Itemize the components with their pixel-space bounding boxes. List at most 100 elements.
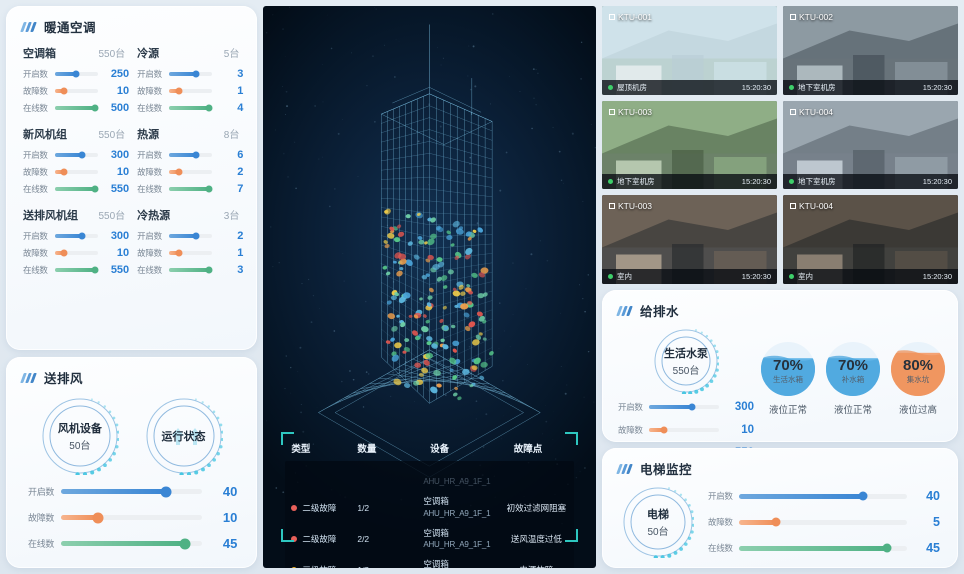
metric-slider-knob[interactable]: [91, 104, 98, 111]
metric-slider-knob[interactable]: [882, 544, 891, 553]
camera-id-label: KTU-002: [799, 12, 833, 22]
metric-slider-track[interactable]: [169, 251, 212, 255]
water-tank[interactable]: 70% 生活水箱 液位正常: [760, 342, 816, 416]
metric-slider-track[interactable]: [55, 72, 98, 76]
hvac-group-head: 空调箱 550台: [23, 45, 129, 61]
metric-slider-knob[interactable]: [92, 512, 103, 523]
camera-icon: [609, 14, 615, 20]
camera-statusbar: 地下室机房 15:20:30: [602, 174, 777, 189]
metric-slider-knob[interactable]: [78, 232, 85, 239]
hvac-group: 冷源 5台 开启数 3 故障数 1 在线数 4: [137, 45, 243, 116]
metric-slider-knob[interactable]: [180, 538, 191, 549]
camera-tile[interactable]: KTU-004 室内 15:20:30: [783, 195, 958, 284]
metric-slider-knob[interactable]: [689, 403, 696, 410]
metric-row: 开启数 300: [618, 398, 754, 415]
metric-slider-knob[interactable]: [859, 492, 868, 501]
metric-slider-track[interactable]: [55, 153, 98, 157]
metric-slider-track[interactable]: [739, 520, 907, 525]
metric-slider-track[interactable]: [169, 106, 212, 110]
metric-slider-knob[interactable]: [192, 70, 199, 77]
metric-slider-track[interactable]: [55, 187, 98, 191]
metric-slider-knob[interactable]: [175, 87, 182, 94]
alarm-type-label: 二级故障: [302, 533, 336, 545]
metric-row: 开启数 300: [23, 146, 129, 163]
tank-percent: 70%: [773, 358, 803, 373]
metric-slider-knob[interactable]: [192, 232, 199, 239]
metric-slider-knob[interactable]: [91, 185, 98, 192]
metric-row: 故障数 10: [23, 163, 129, 180]
hvac-group-head: 热源 8台: [137, 126, 243, 142]
alarm-device: 空调箱AHU_HR_A9_1F_1: [397, 496, 490, 519]
hvac-group: 送排风机组 550台 开启数 300 故障数 10 在线数 550: [23, 207, 129, 278]
metric-slider-track[interactable]: [55, 89, 98, 93]
camera-tile[interactable]: KTU-004 地下室机房 15:20:30: [783, 101, 958, 190]
metric-slider-knob[interactable]: [78, 151, 85, 158]
water-tank[interactable]: 80% 集水坑 液位过高: [890, 342, 946, 416]
metric-slider-track[interactable]: [169, 234, 212, 238]
metric-slider-track[interactable]: [169, 170, 212, 174]
metric-slider-track[interactable]: [169, 153, 212, 157]
metric-slider-track[interactable]: [649, 428, 719, 432]
alarm-row[interactable]: AHU_HR_A9_1F_1: [285, 461, 574, 492]
water-tank[interactable]: 70% 补水箱 液位正常: [825, 342, 881, 416]
metric-slider-track[interactable]: [61, 541, 202, 546]
metric-row: 在线数 500: [23, 99, 129, 116]
metric-slider-track[interactable]: [169, 187, 212, 191]
metric-slider-track[interactable]: [739, 546, 907, 551]
metric-slider-track[interactable]: [55, 251, 98, 255]
camera-time: 15:20:30: [742, 177, 771, 186]
camera-statusbar: 屋顶机房 15:20:30: [602, 80, 777, 95]
alarm-type-label: 二级故障: [302, 502, 336, 514]
tank-readout: 80% 集水坑: [891, 342, 945, 396]
metric-slider-track[interactable]: [61, 515, 202, 520]
metric-slider-track[interactable]: [739, 494, 907, 499]
circular-gauge: 生活水泵 550台: [653, 328, 719, 394]
metric-slider-track[interactable]: [55, 106, 98, 110]
alarm-point: 电源故障: [490, 564, 582, 568]
metric-slider-knob[interactable]: [205, 104, 212, 111]
camera-id: KTU-003: [609, 201, 652, 211]
camera-tile[interactable]: KTU-002 地下室机房 15:20:30: [783, 6, 958, 95]
alarm-row[interactable]: 二级故障 2/2 空调箱 AHU_HR_A9_1F_1 送风温度过低: [285, 524, 574, 555]
metric-slider-track[interactable]: [169, 89, 212, 93]
metric-slider-knob[interactable]: [205, 266, 212, 273]
metric-value: 3: [217, 68, 243, 80]
gauge-text: 风机设备 50台: [41, 397, 119, 475]
panel-elevator: 电梯监控 电梯 50台 开启数 40 故障数 5 在线数 45: [602, 448, 958, 568]
title-bars-icon: [22, 22, 35, 32]
elevator-metrics: 开启数 40 故障数 5 在线数 45: [708, 488, 940, 557]
metric-slider-knob[interactable]: [72, 70, 79, 77]
metric-slider-knob[interactable]: [175, 168, 182, 175]
metric-slider-knob[interactable]: [61, 249, 68, 256]
alarm-row[interactable]: 三级故障1/3空调箱AHU_HR_A9_1F_1电源故障: [285, 555, 574, 568]
metric-slider-track[interactable]: [55, 234, 98, 238]
metric-slider-track[interactable]: [55, 268, 98, 272]
metric-slider-track[interactable]: [55, 170, 98, 174]
camera-tile[interactable]: KTU-003 室内 15:20:30: [602, 195, 777, 284]
metric-slider-knob[interactable]: [205, 185, 212, 192]
title-bars-icon: [618, 464, 631, 474]
panel-hvac-title-text: 暖通空调: [44, 17, 96, 36]
metric-slider-track[interactable]: [649, 405, 719, 409]
metric-slider-knob[interactable]: [91, 266, 98, 273]
metric-slider-knob[interactable]: [160, 486, 171, 497]
metric-slider-knob[interactable]: [61, 87, 68, 94]
camera-tile[interactable]: KTU-003 地下室机房 15:20:30: [602, 101, 777, 190]
metric-slider-track[interactable]: [169, 72, 212, 76]
metric-slider-knob[interactable]: [661, 426, 668, 433]
corner-bracket-icon: [281, 529, 294, 542]
alarm-row[interactable]: 二级故障 1/2 空调箱 AHU_HR_A9_1F_1 初效过滤网阻塞: [285, 492, 574, 523]
hvac-group-head: 冷源 5台: [137, 45, 243, 61]
metric-label: 在线数: [28, 537, 56, 550]
hvac-group-name: 冷热源: [137, 207, 170, 223]
metric-slider-track[interactable]: [169, 268, 212, 272]
camera-tile[interactable]: KTU-001 屋顶机房 15:20:30: [602, 6, 777, 95]
metric-slider-track[interactable]: [61, 489, 202, 494]
camera-icon: [790, 109, 796, 115]
metric-slider-knob[interactable]: [771, 518, 780, 527]
metric-label: 故障数: [23, 247, 50, 259]
building-3d-view[interactable]: 类型 数量 设备 故障点 AHU_HR_A9_1F_1 二级故障 1/2 空调箱 AHU…: [263, 6, 596, 568]
metric-slider-knob[interactable]: [175, 249, 182, 256]
metric-slider-knob[interactable]: [192, 151, 199, 158]
metric-slider-knob[interactable]: [61, 168, 68, 175]
